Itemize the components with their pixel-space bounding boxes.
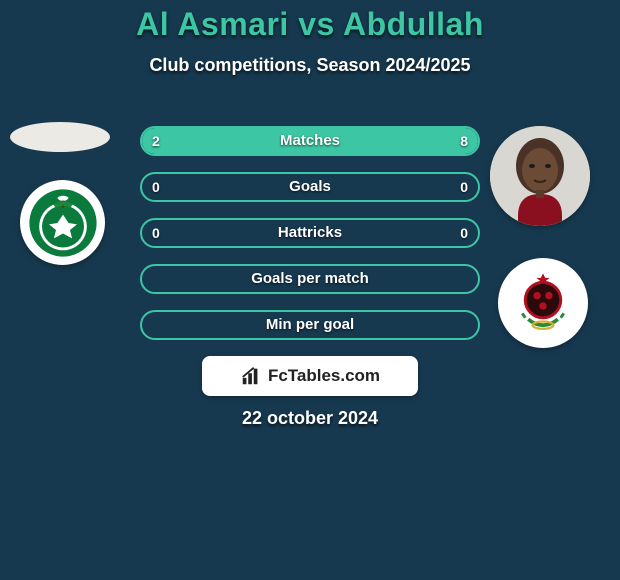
bar-hattricks: 0 Hattricks 0 xyxy=(140,218,480,248)
crest-icon xyxy=(28,188,98,258)
bar-matches: 2 Matches 8 xyxy=(140,126,480,156)
brand-text: FcTables.com xyxy=(268,366,380,386)
club-right-crest xyxy=(498,258,588,348)
player-left-avatar xyxy=(10,122,110,152)
bar-label: Min per goal xyxy=(142,312,478,338)
subtitle: Club competitions, Season 2024/2025 xyxy=(0,55,620,76)
comparison-card: Al Asmari vs Abdullah Club competitions,… xyxy=(0,0,620,580)
bar-value-right: 8 xyxy=(460,128,468,154)
bar-label: Goals per match xyxy=(142,266,478,292)
date-text: 22 october 2024 xyxy=(0,408,620,429)
bar-chart-icon xyxy=(240,365,262,387)
bar-min-per-goal: Min per goal xyxy=(140,310,480,340)
brand-badge[interactable]: FcTables.com xyxy=(202,356,418,396)
bar-value-right: 0 xyxy=(460,220,468,246)
bar-value-right: 0 xyxy=(460,174,468,200)
bar-label: Hattricks xyxy=(142,220,478,246)
bar-label: Goals xyxy=(142,174,478,200)
player-face-icon xyxy=(490,126,590,226)
stats-bars: 2 Matches 8 0 Goals 0 0 Hattricks 0 Goal… xyxy=(140,126,480,356)
crest-icon xyxy=(506,266,580,340)
player-right-avatar xyxy=(490,126,590,226)
bar-label: Matches xyxy=(142,128,478,154)
page-title: Al Asmari vs Abdullah xyxy=(0,6,620,43)
club-left-crest xyxy=(20,180,105,265)
bar-goals-per-match: Goals per match xyxy=(140,264,480,294)
bar-goals: 0 Goals 0 xyxy=(140,172,480,202)
